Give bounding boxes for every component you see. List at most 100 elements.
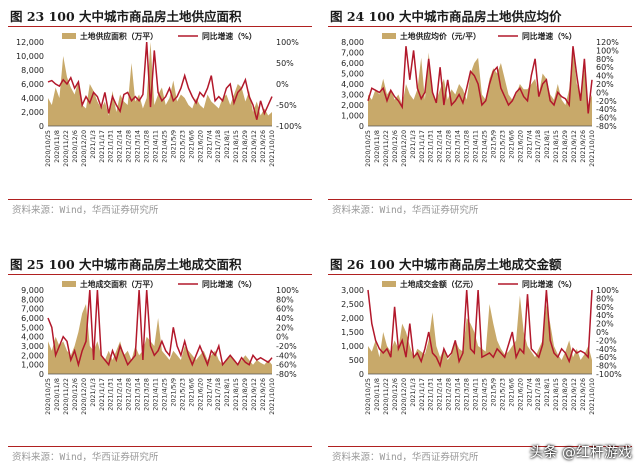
y-right-tick: 100%	[596, 286, 619, 295]
x-tick: 2020/12/6	[391, 130, 399, 163]
y-right-tick: -80%	[596, 122, 617, 131]
y-left-tick: 12,000	[16, 38, 44, 47]
x-tick: 2020/11/8	[373, 130, 381, 163]
x-tick: 2021/4/25	[161, 378, 169, 411]
y-left-tick: 4,000	[341, 80, 364, 89]
x-tick: 2021/1/31	[107, 130, 115, 163]
y-left-tick: 1,000	[341, 342, 364, 351]
y-right-tick: -20%	[596, 336, 617, 345]
x-tick: 2021/8/29	[561, 130, 569, 163]
x-tick: 2020/11/22	[382, 378, 390, 415]
legend-label-area: 土地成交面积（万平）	[80, 279, 158, 289]
x-tick: 2021/6/6	[187, 378, 195, 407]
x-tick: 2021/4/25	[481, 378, 489, 411]
x-tick: 2021/10/10	[588, 378, 596, 415]
x-tick: 2021/9/12	[250, 130, 258, 163]
legend-swatch-area	[382, 281, 396, 287]
source-divider	[8, 199, 312, 200]
x-tick: 2021/1/17	[418, 378, 426, 411]
x-tick: 2021/1/3	[409, 378, 417, 407]
chart-panel-23: 图 23 100 大中城市商品房土地供应面积 0 2,000 4,000 6,000 8…	[4, 2, 316, 227]
y-right-tick: 100%	[276, 38, 299, 47]
x-tick: 2020/12/20	[80, 130, 88, 167]
chart-plot: 0 2,000 4,000 6,000 8,000 10,000 12,000 -100% -5…	[16, 31, 302, 167]
x-tick: 2021/3/28	[143, 130, 151, 163]
x-tick: 2021/8/29	[561, 378, 569, 411]
y-left-tick: 5,000	[341, 70, 364, 79]
x-tick: 2021/1/3	[89, 378, 97, 407]
y-left-tick: 1,000	[21, 361, 44, 370]
x-tick: 2021/3/14	[134, 130, 142, 163]
y-right-tick: 0%	[596, 88, 609, 97]
x-tick: 2021/9/12	[250, 378, 258, 411]
x-tick: 2021/7/4	[205, 130, 213, 159]
x-tick: 2020/11/22	[382, 130, 390, 167]
chart-title: 图 25 100 大中城市商品房土地成交面积	[10, 257, 242, 272]
y-left-tick: 8,000	[21, 295, 44, 304]
source-divider	[8, 446, 312, 447]
x-tick: 2021/6/20	[196, 378, 204, 411]
chart-title: 图 23 100 大中城市商品房土地供应面积	[10, 9, 242, 24]
chart-plot: 01,0002,0003,0004,0005,0006,0007,0008,00…	[21, 279, 299, 415]
x-tick: 2021/3/28	[463, 130, 471, 163]
x-tick: 2021/2/14	[116, 378, 124, 411]
x-tick: 2021/9/26	[259, 130, 267, 163]
x-tick: 2021/8/29	[241, 130, 249, 163]
legend-swatch-area	[382, 33, 396, 39]
x-tick: 2021/7/4	[525, 130, 533, 159]
x-tick: 2021/8/1	[223, 130, 231, 159]
x-tick: 2021/9/12	[570, 130, 578, 163]
x-tick: 2021/3/14	[454, 378, 462, 411]
y-left-tick: 8,000	[21, 66, 44, 75]
x-tick: 2021/3/14	[134, 378, 142, 411]
title-divider	[8, 26, 312, 27]
x-tick: 2020/10/25	[44, 130, 52, 167]
x-tick: 2021/3/28	[463, 378, 471, 411]
x-tick: 2020/12/6	[71, 130, 79, 163]
x-tick: 2021/3/28	[143, 378, 151, 411]
chart-title: 图 26 100 大中城市商品房土地成交金额	[330, 257, 562, 272]
x-tick: 2020/12/20	[400, 378, 408, 415]
x-tick: 2021/1/31	[107, 378, 115, 411]
x-tick: 2021/7/4	[205, 378, 213, 407]
x-tick: 2021/8/15	[552, 130, 560, 163]
legend-label-line: 同比增速（%）	[202, 279, 257, 289]
x-tick: 2021/4/11	[152, 130, 160, 163]
y-left-tick: 3,000	[341, 286, 364, 295]
source-note: 资料来源：Wind，华西证券研究所	[12, 452, 159, 463]
source-note: 资料来源：Wind，华西证券研究所	[332, 452, 479, 463]
y-right-tick: 20%	[596, 320, 614, 329]
y-right-tick: 80%	[276, 295, 294, 304]
x-tick: 2021/5/23	[178, 130, 186, 163]
y-right-tick: -100%	[276, 122, 302, 131]
y-right-tick: 50%	[276, 59, 294, 68]
x-tick: 2021/5/9	[169, 130, 177, 159]
y-right-tick: 0%	[276, 333, 289, 342]
x-tick: 2021/3/14	[454, 130, 462, 163]
y-right-tick: 60%	[596, 303, 614, 312]
y-left-tick: 0	[39, 370, 44, 379]
x-tick: 2021/7/18	[534, 130, 542, 163]
x-tick: 2021/8/1	[543, 378, 551, 407]
x-tick: 2021/6/20	[516, 378, 524, 411]
x-tick: 2021/1/31	[427, 130, 435, 163]
legend-label-area: 土地供应均价（元/平）	[400, 31, 481, 41]
y-right-tick: -60%	[596, 114, 617, 123]
y-right-tick: -40%	[596, 105, 617, 114]
x-tick: 2020/10/25	[44, 378, 52, 415]
x-tick: 2021/4/11	[472, 130, 480, 163]
x-tick: 2021/4/25	[161, 130, 169, 163]
x-tick: 2021/8/15	[232, 378, 240, 411]
x-tick: 2020/10/25	[364, 130, 372, 167]
y-right-tick: 100%	[276, 286, 299, 295]
y-left-tick: 7,000	[341, 49, 364, 58]
y-left-tick: 5,000	[21, 323, 44, 332]
x-tick: 2021/8/1	[543, 130, 551, 159]
x-tick: 2021/8/1	[223, 378, 231, 407]
x-tick: 2021/10/10	[268, 378, 276, 415]
x-tick: 2021/4/11	[472, 378, 480, 411]
y-right-tick: 80%	[596, 55, 614, 64]
y-left-tick: 4,000	[21, 94, 44, 103]
y-right-tick: 20%	[596, 80, 614, 89]
y-right-tick: 100%	[596, 46, 619, 55]
